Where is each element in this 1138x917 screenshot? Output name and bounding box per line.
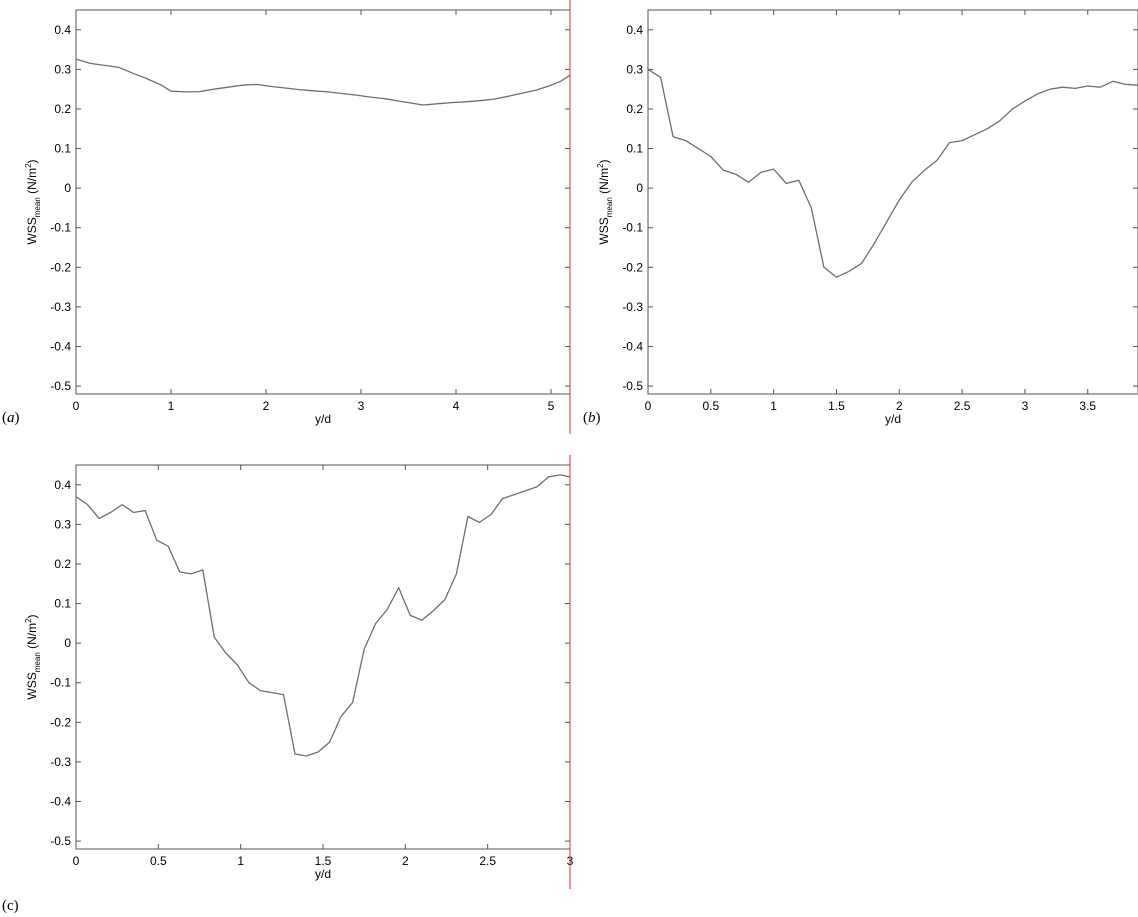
y-tick-label: -0.2 — [50, 715, 71, 729]
y-axis-label-unit: (N/m — [25, 168, 39, 197]
x-tick-label: 0 — [645, 399, 652, 413]
y-axis-label-unit-close: ) — [25, 614, 39, 618]
y-tick-label: -0.1 — [50, 221, 71, 235]
y-axis-label-unit-close: ) — [25, 159, 39, 163]
x-tick-label: 5 — [548, 399, 555, 413]
chart-panel-b: -0.5 -0.4 -0.3 -0.2 -0.1 0 0.1 0.2 0.3 0.4 0 0.5 1 1.… — [583, 9, 1138, 426]
panel-label: (b) — [583, 410, 601, 426]
x-tick-label: 1 — [770, 399, 777, 413]
x-tick-label: 2 — [402, 854, 409, 868]
y-axis-label: WSSmean (N/m2) — [596, 159, 614, 244]
y-tick-label: 0.1 — [54, 142, 71, 156]
y-tick-label: -0.2 — [622, 260, 643, 274]
x-tick-label: 3.5 — [1079, 399, 1096, 413]
x-tick-label: 0 — [73, 399, 80, 413]
y-tick-label: 0.2 — [626, 102, 643, 116]
x-tick-label: 1 — [237, 854, 244, 868]
x-tick-label: 1.5 — [315, 854, 332, 868]
x-tick-label: 1.5 — [828, 399, 845, 413]
chart-panel-a: -0.5 -0.4 -0.3 -0.2 -0.1 0 0.1 0.2 0.3 0.4 0 1 2 3 4 5 y… — [2, 0, 571, 434]
y-tick-label: -0.5 — [622, 379, 643, 393]
y-axis-label: WSSmean (N/m2) — [24, 159, 42, 244]
y-axis-label-superscript: 2 — [596, 163, 605, 168]
x-tick-label: 1 — [168, 399, 175, 413]
y-tick-label: 0.2 — [54, 557, 71, 571]
y-tick-label: -0.3 — [622, 300, 643, 314]
y-axis-label-unit: (N/m — [25, 623, 39, 652]
chart-panel-c: -0.5 -0.4 -0.3 -0.2 -0.1 0 0.1 0.2 0.3 0.4 0 0.5 1 1.… — [2, 455, 574, 914]
y-axis-label-subscript: mean — [33, 652, 42, 672]
y-tick-label: 0.1 — [54, 597, 71, 611]
x-tick-label: 2 — [263, 399, 270, 413]
y-tick-label: 0.3 — [54, 517, 71, 531]
y-axis-label-unit-close: ) — [597, 159, 611, 163]
y-axis-label-base: WSS — [597, 217, 611, 244]
y-tick-label: -0.1 — [50, 676, 71, 690]
y-axis-label: WSSmean (N/m2) — [24, 614, 42, 699]
x-axis-label: y/d — [885, 412, 901, 426]
x-tick-label: 2.5 — [954, 399, 971, 413]
x-tick-label: 0.5 — [150, 854, 167, 868]
panel-label-close: ) — [15, 410, 20, 426]
y-tick-label: -0.4 — [50, 794, 71, 808]
x-tick-label: 2.5 — [479, 854, 496, 868]
x-tick-label: 0 — [73, 854, 80, 868]
x-tick-label: 0.5 — [702, 399, 719, 413]
y-tick-label: -0.4 — [622, 339, 643, 353]
y-axis-label-unit: (N/m — [597, 168, 611, 197]
y-tick-label: 0.4 — [54, 478, 71, 492]
panel-label-letter: a — [7, 410, 15, 426]
y-tick-label: 0.3 — [626, 62, 643, 76]
y-tick-label: 0 — [64, 181, 71, 195]
y-tick-label: 0.3 — [54, 62, 71, 76]
y-axis-label-superscript: 2 — [24, 618, 33, 623]
x-tick-label: 3 — [1022, 399, 1029, 413]
panel-label: (a) — [2, 410, 20, 426]
y-tick-label: 0 — [64, 636, 71, 650]
y-tick-label: -0.5 — [50, 379, 71, 393]
plot-frame — [647, 9, 1138, 395]
y-tick-label: -0.4 — [50, 339, 71, 353]
y-axis-label-subscript: mean — [33, 197, 42, 217]
y-tick-label: 0.1 — [626, 142, 643, 156]
y-axis-label-superscript: 2 — [24, 163, 33, 168]
x-tick-label: 3 — [358, 399, 365, 413]
x-axis-label: y/d — [315, 412, 331, 426]
y-axis-label-subscript: mean — [605, 197, 614, 217]
y-tick-label: -0.2 — [50, 260, 71, 274]
series-line — [75, 58, 571, 106]
y-tick-label: 0.4 — [626, 23, 643, 37]
x-axis-label: y/d — [315, 867, 331, 881]
y-tick-label: -0.3 — [50, 755, 71, 769]
y-axis-label-base: WSS — [25, 672, 39, 699]
plot-frame — [75, 9, 571, 395]
panel-label-close: ) — [14, 898, 19, 914]
panel-label: (c) — [2, 898, 19, 914]
y-tick-label: 0.4 — [54, 23, 71, 37]
series-line — [647, 68, 1138, 278]
panel-label-letter: c — [7, 898, 14, 914]
y-tick-label: 0.2 — [54, 102, 71, 116]
y-tick-label: -0.5 — [50, 834, 71, 848]
y-tick-label: 0 — [636, 181, 643, 195]
y-tick-label: -0.1 — [622, 221, 643, 235]
x-tick-label: 4 — [453, 399, 460, 413]
x-tick-label: 2 — [896, 399, 903, 413]
panel-label-close: ) — [596, 410, 601, 426]
y-tick-label: -0.3 — [50, 300, 71, 314]
series-line — [75, 474, 571, 757]
y-axis-label-base: WSS — [25, 217, 39, 244]
panel-label-letter: b — [588, 410, 596, 426]
